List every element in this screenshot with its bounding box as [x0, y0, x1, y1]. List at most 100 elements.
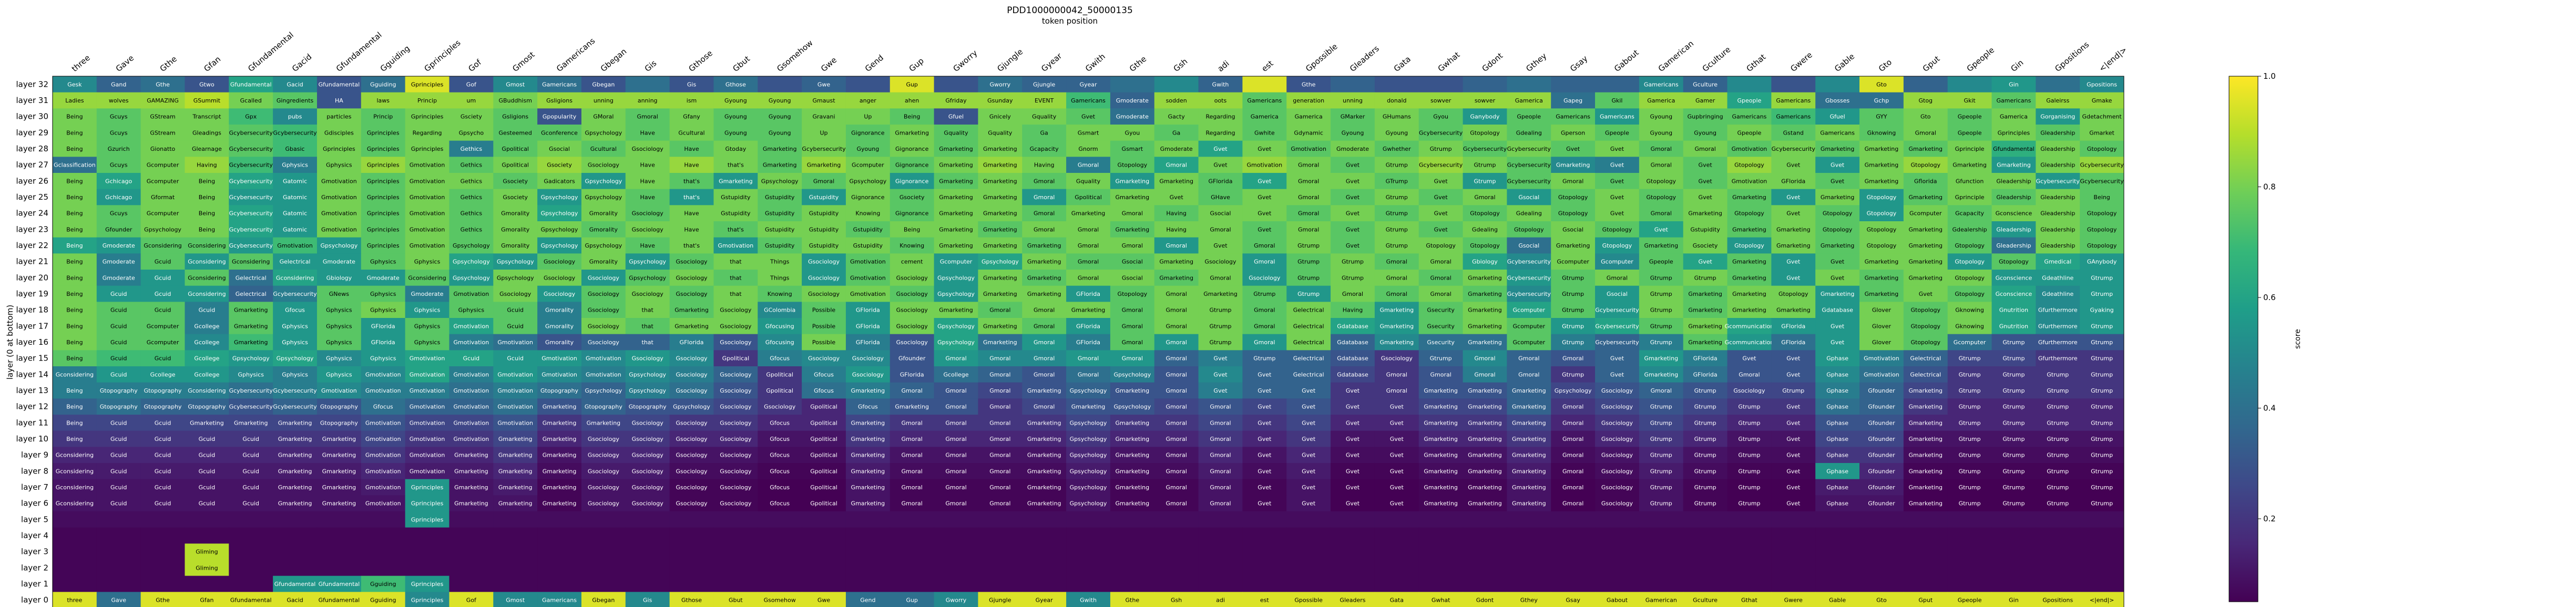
cell-label: Gmoral [1915, 129, 1936, 136]
heatmap-cell [1771, 237, 1816, 254]
cell-label: Gmoral [1166, 323, 1187, 330]
cell-label: Gsociology [808, 291, 840, 297]
heatmap-cell [978, 92, 1023, 109]
heatmap-cell [1727, 366, 1772, 383]
cell-label: Gfounder [1868, 436, 1895, 443]
heatmap-cell [273, 398, 318, 415]
cell-label: anning [638, 97, 658, 104]
cell-label: Gmoderate [1116, 114, 1149, 120]
row-label: layer 6 [21, 499, 48, 508]
cell-label: Gtrump [2002, 419, 2025, 426]
heatmap-cell [1815, 221, 1860, 238]
heatmap-cell [669, 221, 714, 238]
cell-label: Gmarketing [1027, 468, 1061, 475]
cell-label: Gand [111, 81, 126, 88]
cell-label: Gtrump [1342, 259, 1364, 265]
heatmap-cell [361, 415, 406, 431]
cell-label: Gmarketing [1688, 307, 1722, 314]
heatmap-cell [625, 560, 670, 577]
heatmap-cell [1991, 350, 2036, 367]
heatmap-cell [802, 334, 846, 351]
heatmap-cell [802, 575, 846, 592]
heatmap-cell [1418, 430, 1464, 447]
heatmap-cell [273, 270, 318, 286]
heatmap-cell [1991, 415, 2036, 431]
heatmap-cell [361, 398, 406, 415]
cell-label: Gmarketing [1512, 484, 1546, 491]
cell-label: that [642, 307, 654, 314]
heatmap-cell [53, 157, 97, 173]
cell-label: Gmarketing [1468, 452, 1502, 459]
heatmap-cell [361, 285, 406, 302]
column-label: Gfundamental [334, 30, 384, 74]
cell-label: Gtopography [320, 404, 358, 410]
cell-label: Gtopology [1910, 162, 1940, 169]
cell-label: Glearnage [192, 146, 222, 152]
cell-label: Gcuid [110, 355, 127, 362]
cell-label: Gsociology [720, 436, 752, 443]
cell-label: Gmoral [1166, 291, 1187, 297]
heatmap-cell [229, 334, 273, 351]
heatmap-cell [449, 270, 494, 286]
cell-label: Gvet [1831, 178, 1845, 184]
cell-label: Gconsidering [144, 242, 181, 249]
cell-label: Gvet [1258, 387, 1272, 394]
cell-label: Being [66, 404, 83, 410]
cell-label: GSummit [193, 97, 221, 104]
cell-label: Gfocusing [765, 339, 794, 346]
heatmap-cell [53, 125, 97, 141]
heatmap-cell [229, 447, 273, 464]
cell-label: Gfocus [770, 452, 790, 459]
cell-label: Gmarketing [543, 436, 577, 443]
cell-label: Gata [1390, 597, 1404, 604]
cell-label: Gpeople [1737, 129, 1762, 136]
cell-label: Gpolitical [766, 371, 793, 378]
heatmap-cell [1154, 350, 1199, 367]
cell-label: Gcuid [155, 500, 171, 507]
cell-label: Gvet [1346, 419, 1360, 426]
heatmap-cell [1903, 447, 1948, 464]
heatmap-cell [537, 302, 582, 318]
cell-label: Gvet [1742, 355, 1756, 362]
cell-label: Gmotivation [1732, 178, 1767, 184]
heatmap-cell [1374, 318, 1419, 335]
heatmap-cell [625, 382, 670, 399]
cell-label: Gformat [151, 194, 175, 201]
heatmap-cell [1551, 350, 1596, 367]
cell-label: Gmoral [1166, 307, 1187, 314]
heatmap-cell [1242, 302, 1287, 318]
heatmap-cell [1859, 511, 1904, 528]
heatmap-cell [1022, 543, 1067, 560]
heatmap-cell [1815, 560, 1860, 577]
cell-label: Gkil [1611, 97, 1622, 104]
heatmap-cell [845, 173, 891, 190]
heatmap-cell [1507, 318, 1551, 335]
heatmap-cell [1859, 479, 1904, 496]
heatmap-cell [537, 221, 582, 238]
cell-label: Gmarketing [1116, 226, 1150, 233]
row-label: layer 10 [16, 434, 49, 444]
heatmap-cell [185, 302, 229, 318]
heatmap-cell [978, 350, 1023, 367]
cell-label: Gsociology [764, 404, 796, 410]
heatmap-cell [2036, 189, 2080, 205]
cell-label: Gcultural [678, 129, 704, 136]
cell-label: Being [66, 291, 83, 297]
heatmap-cell [845, 157, 891, 173]
heatmap-cell [934, 398, 978, 415]
cell-label: Gingredients [277, 97, 314, 104]
heatmap-cell [405, 575, 449, 592]
heatmap-cell [2080, 157, 2124, 173]
heatmap-cell [229, 560, 273, 577]
cell-label: Gmoral [1254, 307, 1275, 314]
cell-label: Gcuid [199, 307, 216, 314]
cell-label: laws [376, 97, 390, 104]
heatmap-cell [890, 366, 935, 383]
cell-label: Gmarketing [543, 452, 577, 459]
heatmap-cell [1903, 560, 1948, 577]
heatmap-cell [361, 463, 406, 480]
cell-label: Gleadership [1996, 226, 2031, 233]
heatmap-cell [1991, 447, 2036, 464]
cell-label: Gculture [1693, 81, 1718, 88]
cell-label: Things [770, 274, 790, 281]
